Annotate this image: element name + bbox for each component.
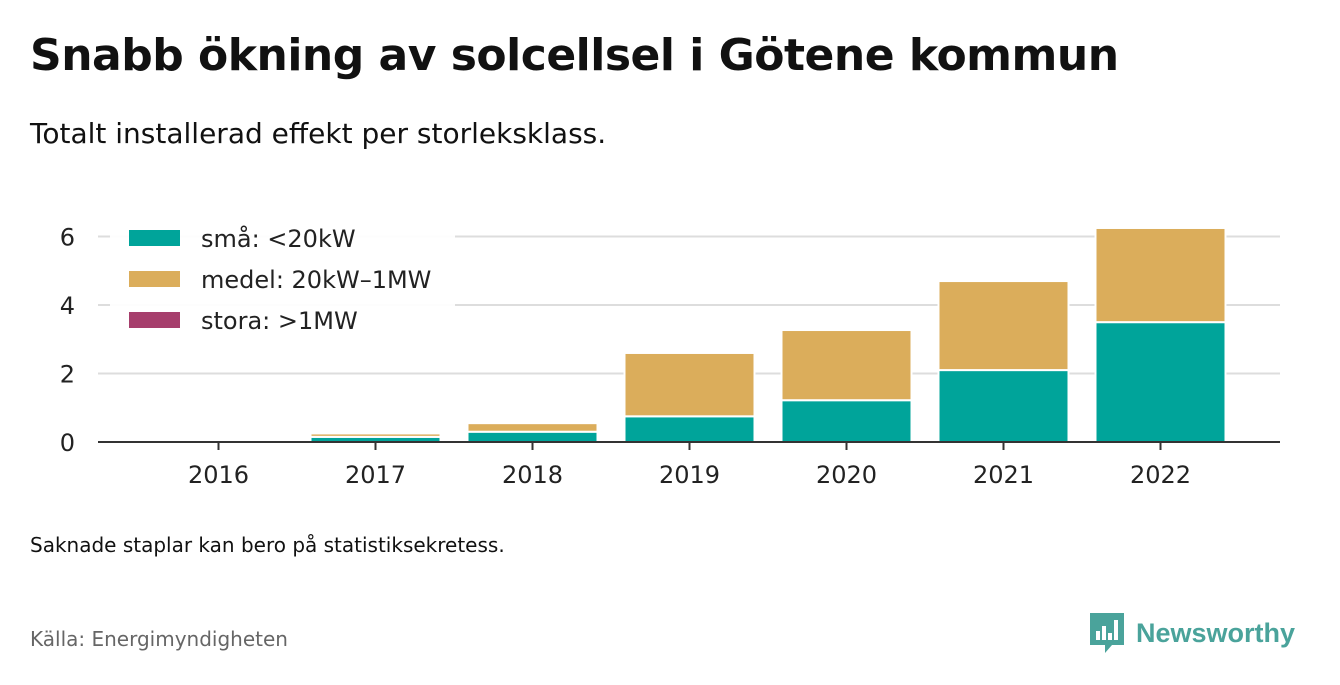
x-tick-label: 2019 xyxy=(659,461,720,489)
bar-2021-series-0 xyxy=(937,369,1070,443)
brand-logo: Newsworthy xyxy=(1088,611,1295,655)
x-axis-labels: 2016 2017 2018 2019 2020 2021 2022 xyxy=(188,442,1191,489)
y-tick-label: 4 xyxy=(60,292,75,320)
bar-2020-series-1 xyxy=(780,329,913,402)
bar-2020-series-0 xyxy=(780,399,913,443)
bar-2018-series-0 xyxy=(466,430,599,443)
legend-swatch xyxy=(129,230,180,246)
x-tick-label: 2022 xyxy=(1130,461,1191,489)
legend-swatch xyxy=(129,271,180,287)
brand-name: Newsworthy xyxy=(1136,617,1296,648)
legend: små: <20kW medel: 20kW–1MW stora: >1MW xyxy=(110,220,455,345)
bar-2017-series-1 xyxy=(309,432,442,438)
legend-swatch xyxy=(129,312,180,328)
chart-title: Snabb ökning av solcellsel i Götene komm… xyxy=(30,30,1119,81)
y-tick-label: 0 xyxy=(60,429,75,457)
x-tick-label: 2017 xyxy=(345,461,406,489)
source-label: Källa: Energimyndigheten xyxy=(30,627,288,651)
footnote: Saknade staplar kan bero på statistiksek… xyxy=(30,533,505,557)
y-tick-label: 2 xyxy=(60,361,75,389)
bars xyxy=(152,226,1227,444)
bar-2022-series-0 xyxy=(1094,321,1227,444)
x-tick-label: 2018 xyxy=(502,461,563,489)
bar-2021-series-1 xyxy=(937,280,1070,372)
bar-2018-series-1 xyxy=(466,422,599,433)
y-axis-labels: 0 2 4 6 xyxy=(60,224,75,457)
y-tick-label: 6 xyxy=(60,224,75,252)
legend-label: medel: 20kW–1MW xyxy=(201,266,431,294)
newsworthy-logo-icon xyxy=(1090,613,1124,653)
x-tick-label: 2021 xyxy=(973,461,1034,489)
x-tick-label: 2020 xyxy=(816,461,877,489)
legend-label: stora: >1MW xyxy=(201,307,358,335)
bar-2019-series-1 xyxy=(623,351,756,418)
bar-2022-series-1 xyxy=(1094,226,1227,324)
bar-2019-series-0 xyxy=(623,415,756,443)
chart-subtitle: Totalt installerad effekt per storlekskl… xyxy=(30,117,607,150)
legend-label: små: <20kW xyxy=(201,224,356,253)
x-tick-label: 2016 xyxy=(188,461,249,489)
